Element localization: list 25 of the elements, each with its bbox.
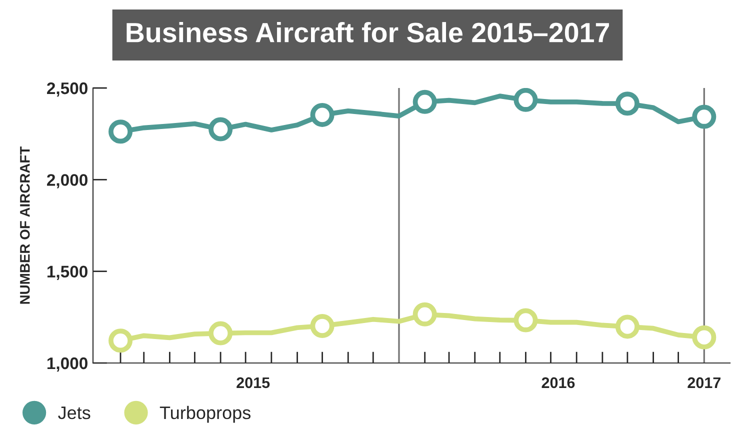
point xyxy=(514,88,538,112)
point xyxy=(514,308,538,332)
x-tick-label: 2016 xyxy=(542,377,575,388)
x-tick-label: 2017 xyxy=(688,377,720,388)
point xyxy=(310,314,334,338)
legend-label: Jets xyxy=(58,406,90,420)
chart-title: Business Aircraft for Sale 2015–2017 xyxy=(126,22,609,42)
legend-label: Turboprops xyxy=(160,406,251,423)
y-tick-label: 2,000 xyxy=(47,174,88,188)
y-tick-label: 1,000 xyxy=(47,357,88,372)
point xyxy=(108,328,133,353)
point xyxy=(412,90,437,114)
point xyxy=(108,120,133,144)
point xyxy=(615,314,640,339)
point xyxy=(692,104,716,129)
x-tick-label: 2015 xyxy=(236,377,270,388)
point xyxy=(208,117,233,142)
y-tick-label: 2,500 xyxy=(47,82,88,97)
point xyxy=(412,302,437,326)
point xyxy=(615,92,640,116)
y-axis-title: NUMBER OF AIRCRAFT xyxy=(20,146,30,304)
point xyxy=(692,325,716,350)
point xyxy=(310,102,334,127)
y-tick-label: 1,500 xyxy=(47,266,88,280)
point xyxy=(208,321,233,346)
